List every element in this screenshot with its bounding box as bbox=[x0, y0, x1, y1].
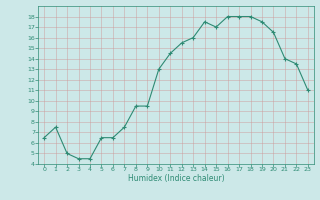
X-axis label: Humidex (Indice chaleur): Humidex (Indice chaleur) bbox=[128, 174, 224, 183]
